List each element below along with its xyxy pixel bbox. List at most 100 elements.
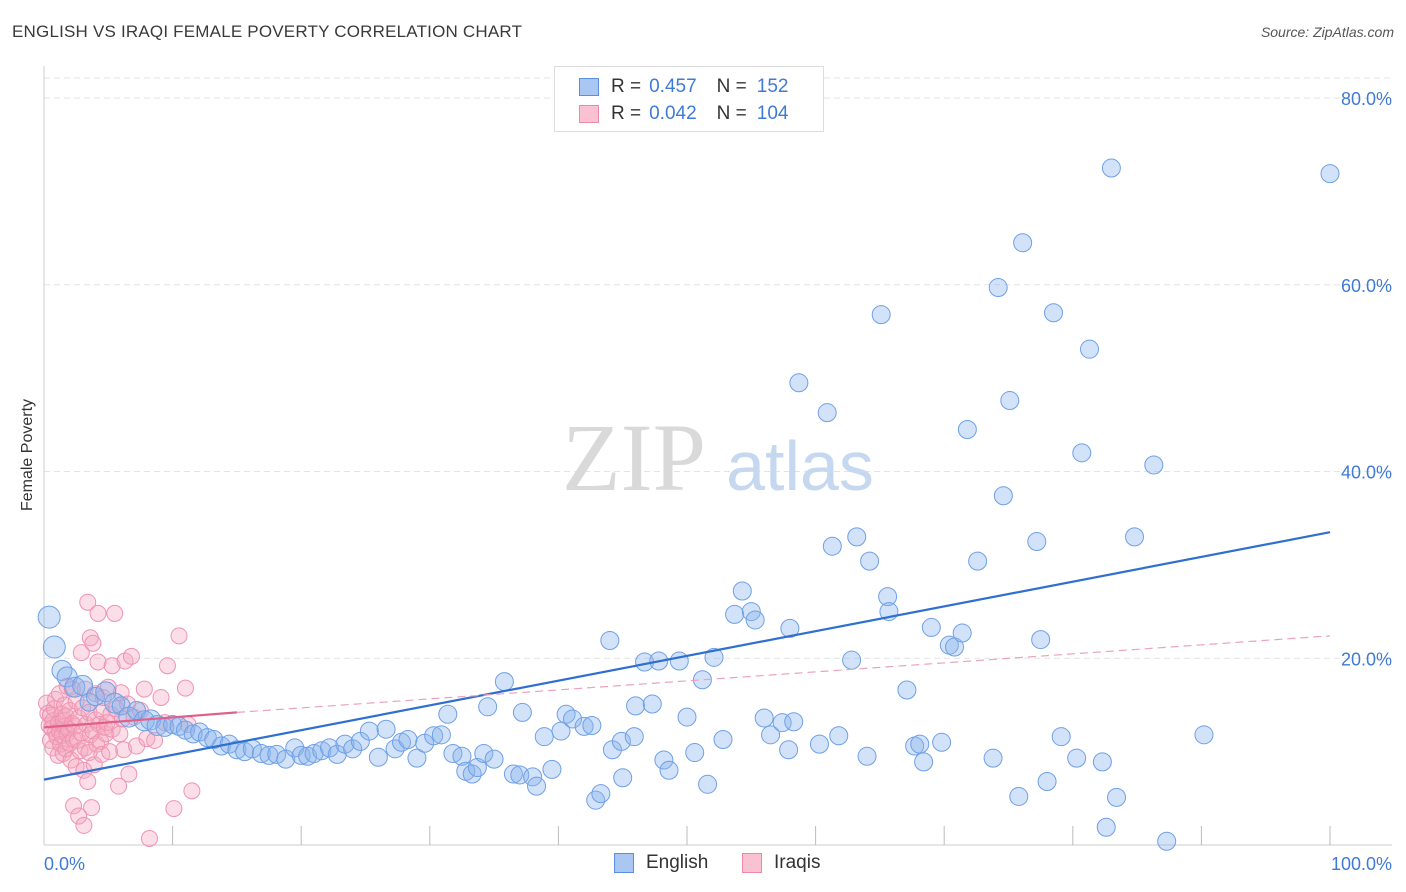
english-point [591,784,611,804]
english-point [817,403,837,423]
english-point [871,305,891,325]
english-point [478,697,498,717]
english-point [613,768,633,788]
x-tick-label: 100.0% [1331,854,1392,874]
english-point [713,729,733,749]
n-label: N = [716,103,747,124]
iraqis-point [122,647,140,665]
english-point [957,419,977,439]
english-point [784,712,804,732]
english-point [993,486,1013,506]
english-point [523,767,543,787]
english-point [586,790,606,810]
english-point [779,740,799,760]
legend-item-english[interactable]: English [614,852,708,874]
r-label: R = [611,103,642,124]
iraqis-point [89,653,107,671]
chart-legend: English Iraqis [0,852,1406,878]
english-point [398,729,418,749]
english-point [860,551,880,571]
english-point [146,714,168,736]
english-point [704,647,724,667]
english-point [857,746,877,766]
english-point [1000,391,1020,411]
iraqis-point [183,782,201,800]
iraqis-swatch [579,105,599,123]
english-point [542,759,562,779]
watermark-zip: ZIP [562,404,706,511]
english-point [343,739,363,759]
english-point [685,743,705,763]
iraqis-point [84,634,102,652]
english-point [312,741,332,761]
iraqis-point [79,773,97,791]
english-point [611,731,631,751]
english-point [431,725,451,745]
english-point [932,732,952,752]
iraqis-point [120,765,138,783]
english-point [37,605,61,629]
english-point [1027,532,1047,552]
y-tick-label: 60.0% [1341,276,1392,296]
iraqis-point [146,731,164,749]
english-point [494,672,514,692]
english-point [1157,831,1177,851]
english-point [1101,158,1121,178]
y-tick-label: 20.0% [1341,649,1392,669]
english-swatch [579,78,599,96]
iraqis-point [165,800,183,818]
english-point [732,581,752,601]
english-point [921,617,941,637]
english-point [780,618,800,638]
legend-item-iraqis[interactable]: Iraqis [742,852,820,874]
iraqis-point [110,777,128,795]
english-point [600,631,620,651]
english-point [424,726,444,746]
iraqis-point [106,604,124,622]
english-point [235,742,255,762]
y-tick-label: 40.0% [1341,463,1392,483]
r-value-english: 0.457 [649,76,697,97]
english-point [376,719,396,739]
iraqis-point [70,807,88,825]
english-point [582,715,602,735]
english-point [829,726,849,746]
english-point [163,715,183,735]
iraqis-point [101,743,119,761]
english-point [1080,339,1100,359]
english-point [474,743,494,763]
english-point [1013,233,1033,253]
english-point [267,744,287,764]
english-point [761,725,781,745]
english-point [204,729,224,749]
stats-row-english: R = 0.457 N = 152 [555,74,788,100]
english-point [1107,787,1127,807]
english-point [527,776,547,796]
iraqis-point [89,604,107,622]
iraqis-trend-line [43,711,237,729]
english-point [574,716,594,736]
x-tick-label: 0.0% [44,854,85,874]
iraqis-point [158,657,176,675]
english-point [368,747,388,767]
english-point [659,760,679,780]
english-point [1009,786,1029,806]
english-point [407,748,427,768]
english-point [1125,527,1145,547]
iraqis-point [83,799,101,817]
watermark-atlas: atlas [726,427,874,505]
english-point [842,650,862,670]
iraqis-point [152,688,170,706]
stats-row-iraqis: R = 0.042 N = 104 [555,101,788,127]
english-point [677,707,697,727]
english-point [452,746,472,766]
english-point [897,680,917,700]
english-point [809,734,829,754]
iraqis-point [111,725,129,743]
y-tick-label: 80.0% [1341,89,1392,109]
english-point [642,694,662,714]
english-point [914,752,934,772]
iraqis-point [170,627,188,645]
iraqis-trend-dashed [236,635,1331,714]
